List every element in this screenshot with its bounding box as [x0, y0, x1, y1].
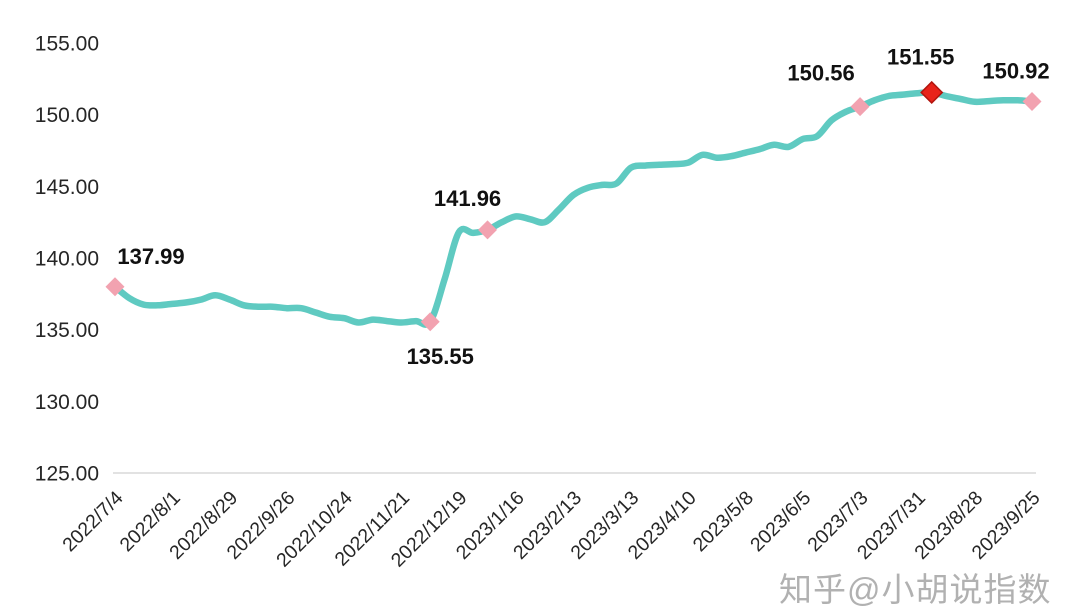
x-tick-label: 2023/5/8	[689, 487, 758, 556]
annotations: 137.99 135.55 141.96 150.56 151.55 150.92	[105, 44, 1050, 369]
series-line	[111, 89, 1036, 328]
y-tick-label: 135.00	[35, 319, 99, 342]
data-point-marker-pink	[1022, 91, 1042, 111]
data-point-label: 150.56	[787, 61, 854, 86]
zhihu-watermark: 知乎@小胡说指数	[779, 571, 1052, 608]
data-point-label: 137.99	[117, 244, 184, 269]
y-tick-label: 155.00	[35, 33, 99, 56]
data-point-label: 151.55	[887, 44, 954, 69]
y-tick-label: 145.00	[35, 176, 99, 199]
x-axis-labels: 2022/7/42022/8/12022/8/292022/9/262022/1…	[58, 487, 1044, 572]
y-tick-label: 130.00	[35, 391, 99, 414]
data-point-marker-pink	[478, 220, 498, 240]
y-axis-labels: 155.00 150.00 145.00 140.00 135.00 130.00 125.…	[35, 33, 99, 486]
data-point-marker-red	[920, 80, 944, 105]
data-point-marker-pink	[105, 277, 125, 297]
y-tick-label: 140.00	[35, 248, 99, 271]
data-point-label: 150.92	[982, 58, 1049, 83]
data-point-label: 135.55	[407, 344, 474, 369]
data-point-label: 141.96	[434, 186, 501, 211]
x-tick-label: 2023/6/5	[746, 487, 815, 556]
y-tick-label: 150.00	[35, 104, 99, 127]
data-point-marker-pink	[850, 97, 870, 117]
x-tick-label: 2022/7/4	[58, 487, 127, 556]
data-point-marker-pink	[420, 312, 440, 332]
y-tick-label: 125.00	[35, 463, 99, 486]
